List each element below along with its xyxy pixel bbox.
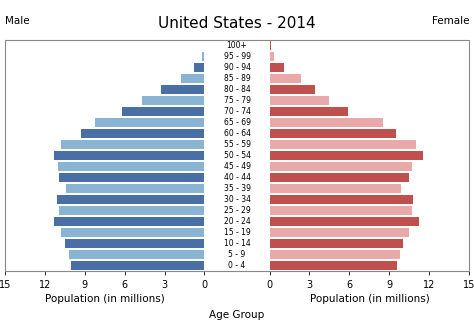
Text: 55 - 59: 55 - 59 (224, 140, 250, 148)
Bar (270, 96, 329, 105)
Bar (270, 150, 423, 160)
Bar (270, 239, 403, 248)
Text: 25 - 29: 25 - 29 (224, 206, 250, 214)
Bar (81, 129, 204, 138)
Bar (270, 195, 413, 204)
X-axis label: Population (in millions): Population (in millions) (45, 294, 164, 304)
Bar (59, 173, 204, 182)
Bar (95, 117, 204, 127)
Text: 70 - 74: 70 - 74 (224, 107, 250, 116)
Text: United States - 2014: United States - 2014 (158, 16, 316, 31)
Text: Female: Female (432, 16, 469, 26)
Bar (69, 249, 204, 259)
Text: Male: Male (5, 16, 29, 26)
Bar (270, 140, 416, 148)
Bar (270, 216, 419, 226)
Bar (270, 107, 348, 116)
Bar (58, 162, 204, 171)
Bar (161, 84, 204, 94)
Text: 50 - 54: 50 - 54 (224, 150, 250, 160)
Bar (270, 63, 284, 72)
Bar (270, 228, 410, 237)
Bar (270, 74, 301, 82)
Text: 100+: 100+ (227, 41, 247, 49)
Bar (270, 173, 410, 182)
Text: 90 - 94: 90 - 94 (224, 63, 250, 72)
Bar (194, 63, 204, 72)
Text: 45 - 49: 45 - 49 (224, 162, 250, 171)
Bar (181, 74, 204, 82)
Text: 5 - 9: 5 - 9 (228, 249, 246, 259)
Bar (270, 41, 271, 49)
Bar (59, 206, 204, 214)
Text: 10 - 14: 10 - 14 (224, 239, 250, 248)
Bar (270, 206, 412, 214)
Text: 40 - 44: 40 - 44 (224, 173, 250, 182)
Bar (270, 129, 396, 138)
X-axis label: Population (in millions): Population (in millions) (310, 294, 429, 304)
Bar (142, 96, 204, 105)
Bar (54, 216, 204, 226)
Text: Age Group: Age Group (210, 310, 264, 320)
Bar (66, 183, 204, 193)
Text: 65 - 69: 65 - 69 (224, 117, 250, 127)
Text: 75 - 79: 75 - 79 (224, 96, 250, 105)
Bar (203, 41, 204, 49)
Bar (122, 107, 204, 116)
Text: 0 - 4: 0 - 4 (228, 261, 246, 270)
Bar (54, 150, 204, 160)
Text: 15 - 19: 15 - 19 (224, 228, 250, 237)
Bar (61, 140, 204, 148)
Bar (270, 84, 315, 94)
Bar (270, 51, 273, 61)
Bar (57, 195, 204, 204)
Text: 30 - 34: 30 - 34 (224, 195, 250, 204)
Text: 60 - 64: 60 - 64 (224, 129, 250, 138)
Bar (270, 162, 412, 171)
Bar (270, 183, 401, 193)
Bar (71, 261, 204, 270)
Text: 20 - 24: 20 - 24 (224, 216, 250, 226)
Bar (270, 117, 383, 127)
Bar (202, 51, 204, 61)
Bar (64, 239, 204, 248)
Text: 85 - 89: 85 - 89 (224, 74, 250, 82)
Bar (270, 261, 397, 270)
Bar (270, 249, 400, 259)
Bar (61, 228, 204, 237)
Text: 80 - 84: 80 - 84 (224, 84, 250, 94)
Text: 35 - 39: 35 - 39 (224, 183, 250, 193)
Text: 95 - 99: 95 - 99 (224, 51, 250, 61)
